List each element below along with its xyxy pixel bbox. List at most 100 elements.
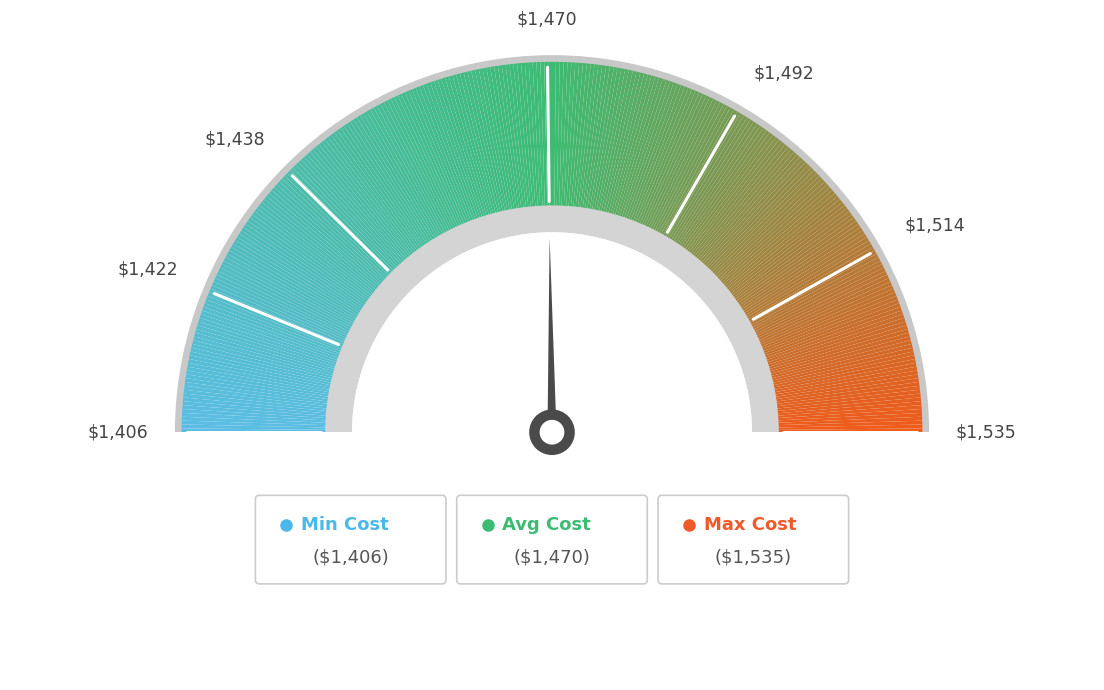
Wedge shape: [774, 366, 917, 395]
Wedge shape: [402, 92, 463, 226]
Wedge shape: [287, 170, 393, 275]
Wedge shape: [774, 363, 916, 393]
Text: $1,470: $1,470: [517, 10, 577, 28]
Wedge shape: [754, 268, 885, 334]
Text: Min Cost: Min Cost: [301, 516, 389, 534]
Wedge shape: [431, 81, 480, 219]
Wedge shape: [501, 65, 523, 209]
Wedge shape: [669, 115, 747, 241]
Wedge shape: [188, 359, 331, 390]
Wedge shape: [198, 322, 337, 367]
Wedge shape: [506, 64, 527, 208]
Wedge shape: [575, 64, 595, 208]
Bar: [15, 432, 1089, 690]
Wedge shape: [224, 257, 353, 328]
Wedge shape: [703, 157, 803, 266]
Wedge shape: [690, 139, 782, 255]
Text: ($1,535): ($1,535): [714, 549, 792, 566]
Wedge shape: [768, 329, 909, 372]
Wedge shape: [548, 62, 552, 207]
Wedge shape: [467, 71, 502, 213]
Wedge shape: [240, 230, 363, 311]
Wedge shape: [655, 102, 723, 233]
Wedge shape: [471, 70, 506, 213]
Wedge shape: [316, 144, 410, 259]
Wedge shape: [682, 130, 769, 250]
Wedge shape: [758, 285, 893, 345]
Wedge shape: [701, 155, 800, 265]
Wedge shape: [360, 113, 437, 239]
Wedge shape: [182, 421, 327, 428]
Wedge shape: [777, 417, 922, 425]
Wedge shape: [725, 196, 840, 290]
Wedge shape: [219, 268, 350, 334]
Wedge shape: [772, 351, 914, 385]
Wedge shape: [415, 86, 471, 223]
Wedge shape: [766, 314, 904, 362]
Wedge shape: [745, 240, 871, 317]
Wedge shape: [660, 108, 734, 236]
Wedge shape: [182, 409, 327, 420]
Wedge shape: [266, 193, 380, 288]
Wedge shape: [777, 413, 922, 423]
Wedge shape: [740, 227, 862, 309]
Wedge shape: [751, 257, 880, 328]
Wedge shape: [456, 73, 496, 215]
Wedge shape: [184, 382, 329, 404]
Wedge shape: [721, 187, 832, 285]
Wedge shape: [209, 288, 344, 347]
Wedge shape: [182, 405, 327, 418]
Wedge shape: [442, 78, 487, 217]
Wedge shape: [426, 82, 478, 220]
Wedge shape: [704, 159, 806, 268]
Wedge shape: [771, 340, 912, 378]
Wedge shape: [774, 371, 917, 397]
Wedge shape: [255, 208, 372, 298]
Wedge shape: [775, 378, 919, 402]
Wedge shape: [191, 348, 332, 383]
Wedge shape: [763, 303, 901, 356]
Wedge shape: [777, 421, 922, 428]
Wedge shape: [659, 106, 731, 235]
Wedge shape: [195, 329, 336, 372]
Wedge shape: [277, 181, 386, 282]
Wedge shape: [769, 336, 911, 376]
Wedge shape: [652, 101, 720, 231]
Wedge shape: [264, 196, 379, 290]
Wedge shape: [562, 62, 572, 207]
Wedge shape: [529, 62, 540, 207]
Wedge shape: [587, 66, 614, 210]
Wedge shape: [615, 77, 659, 217]
Wedge shape: [762, 296, 898, 351]
Wedge shape: [384, 101, 452, 231]
Wedge shape: [552, 62, 556, 207]
Wedge shape: [566, 63, 580, 208]
Wedge shape: [635, 88, 692, 224]
Wedge shape: [298, 159, 400, 268]
Wedge shape: [747, 247, 874, 322]
Wedge shape: [233, 240, 359, 317]
Wedge shape: [573, 63, 591, 208]
Wedge shape: [707, 162, 808, 270]
Wedge shape: [662, 110, 737, 237]
Wedge shape: [244, 224, 365, 308]
Wedge shape: [667, 113, 744, 239]
Wedge shape: [326, 206, 778, 432]
Wedge shape: [498, 66, 521, 209]
Wedge shape: [206, 296, 342, 351]
Wedge shape: [350, 119, 432, 243]
Wedge shape: [729, 202, 845, 294]
FancyBboxPatch shape: [457, 495, 647, 584]
Wedge shape: [434, 80, 482, 219]
Wedge shape: [771, 344, 913, 381]
Wedge shape: [490, 66, 517, 210]
FancyBboxPatch shape: [255, 495, 446, 584]
Wedge shape: [394, 95, 458, 228]
Wedge shape: [581, 65, 603, 209]
Wedge shape: [720, 184, 830, 283]
Wedge shape: [353, 117, 433, 242]
Wedge shape: [202, 307, 340, 358]
Wedge shape: [723, 190, 835, 287]
Wedge shape: [590, 67, 617, 210]
Wedge shape: [272, 187, 383, 285]
